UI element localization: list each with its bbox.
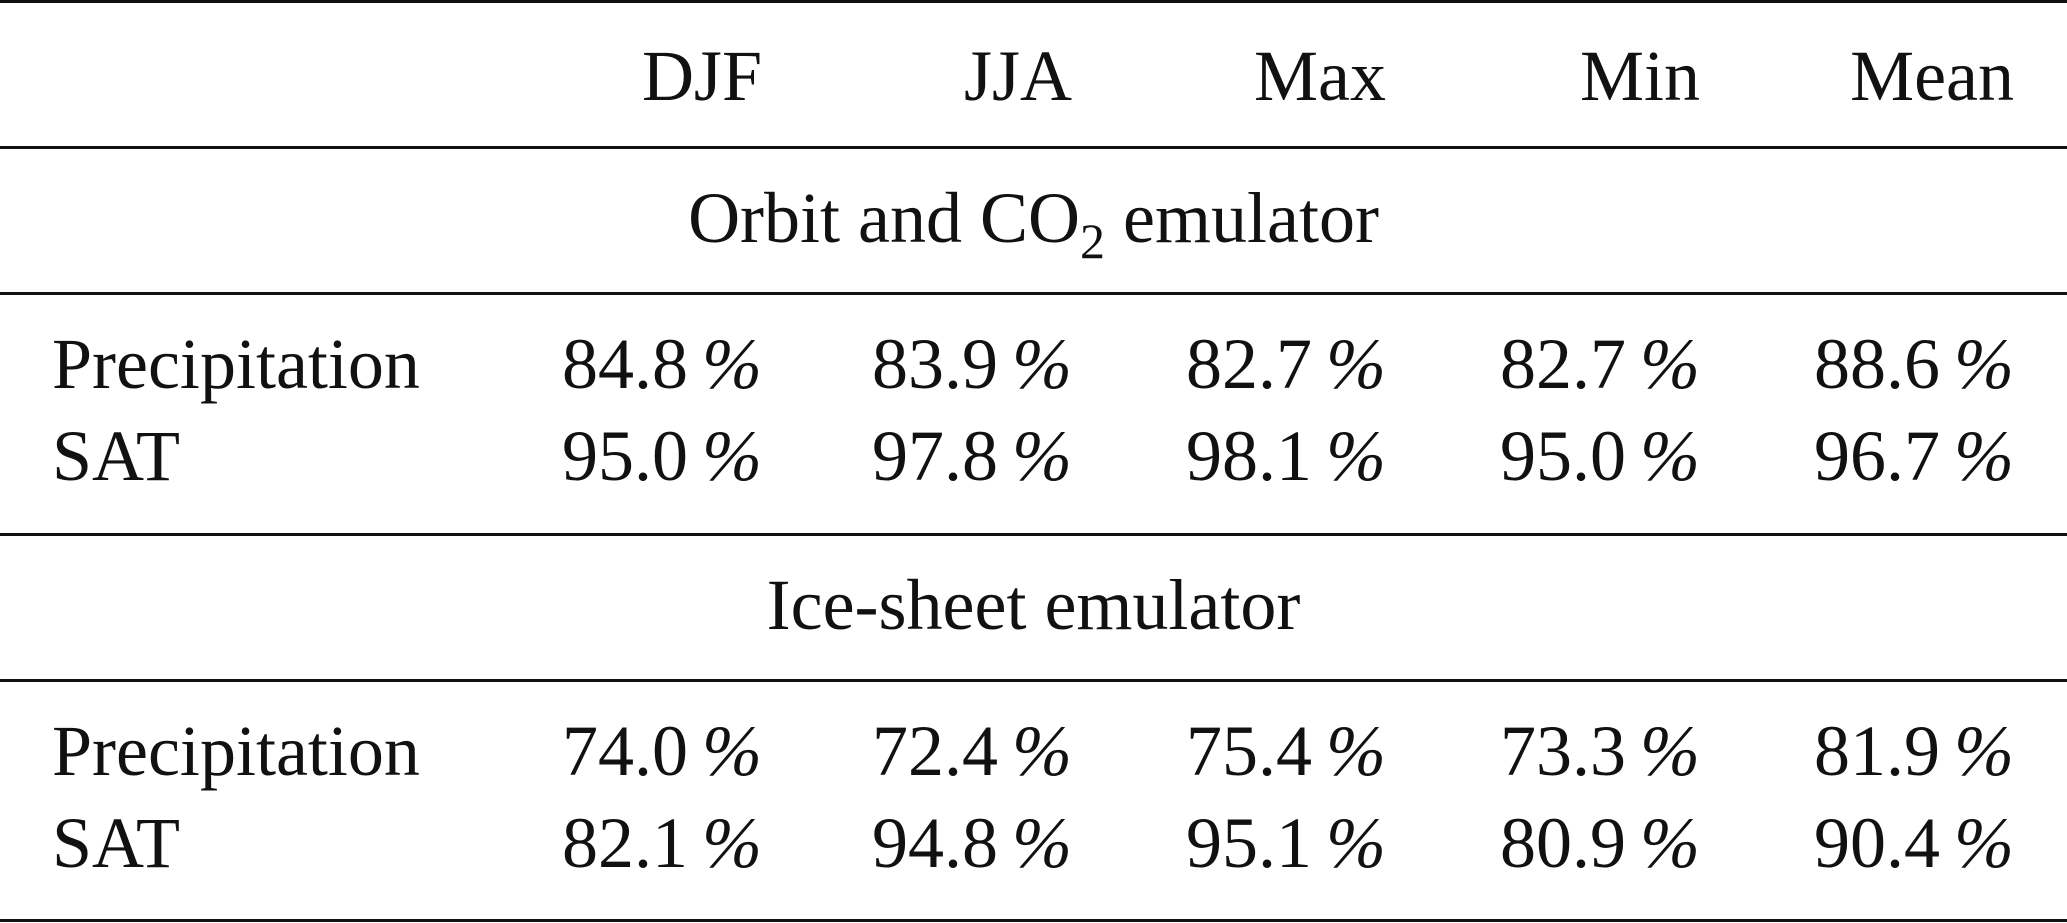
column-header-jja: JJA: [963, 36, 1072, 116]
section-title-ice-sheet: Ice-sheet emulator: [0, 569, 2067, 641]
section-divider-rule: [0, 533, 2067, 536]
column-header-min: Min: [1579, 36, 1700, 116]
table-cell: 94.8%: [872, 803, 1072, 883]
table-cell: 97.8%: [872, 416, 1072, 496]
section-title-main: Ice-sheet emulator: [766, 565, 1301, 645]
table-cell: 95.0%: [1500, 416, 1700, 496]
table-cell: 96.7%: [1814, 416, 2014, 496]
table-cell: 82.1%: [562, 803, 762, 883]
bottom-rule: [0, 919, 2067, 922]
section-title-tail: emulator: [1105, 178, 1379, 258]
row-label: Precipitation: [52, 711, 420, 791]
column-header-mean: Mean: [1850, 36, 2014, 116]
row-label: Precipitation: [52, 324, 420, 404]
row-label: SAT: [52, 416, 181, 496]
section2-title-rule: [0, 679, 2067, 682]
column-header-djf: DJF: [641, 36, 762, 116]
table-cell: 98.1%: [1186, 416, 1386, 496]
table-cell: 90.4%: [1814, 803, 2014, 883]
top-rule: [0, 0, 2067, 3]
table-cell: 82.7%: [1500, 324, 1700, 404]
table-cell: 95.1%: [1186, 803, 1386, 883]
section1-title-rule: [0, 292, 2067, 295]
table-cell: 72.4%: [872, 711, 1072, 791]
table-cell: 95.0%: [562, 416, 762, 496]
table-cell: 84.8%: [562, 324, 762, 404]
header-rule: [0, 146, 2067, 149]
section-title-main: Orbit and CO: [688, 178, 1081, 258]
table-cell: 82.7%: [1186, 324, 1386, 404]
row-label: SAT: [52, 803, 181, 883]
table-cell: 73.3%: [1500, 711, 1700, 791]
section-title-subscript: 2: [1080, 213, 1106, 269]
table-cell: 81.9%: [1814, 711, 2014, 791]
table-cell: 88.6%: [1814, 324, 2014, 404]
table-cell: 80.9%: [1500, 803, 1700, 883]
table-cell: 75.4%: [1186, 711, 1386, 791]
table-cell: 83.9%: [872, 324, 1072, 404]
column-header-max: Max: [1254, 36, 1386, 116]
table-cell: 74.0%: [562, 711, 762, 791]
section-title-orbit-co2: Orbit and CO2 emulator: [0, 182, 2067, 266]
